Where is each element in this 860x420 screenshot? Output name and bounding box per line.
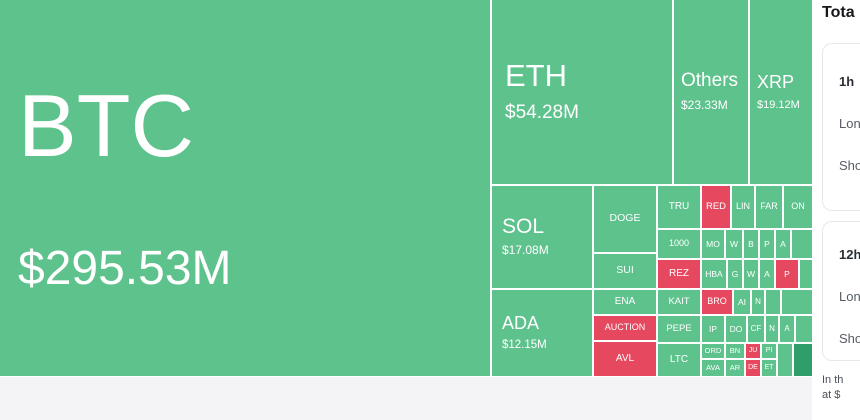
treemap-cell-mo[interactable]: MO	[702, 230, 724, 258]
treemap-cell-btc[interactable]: BTC $295.53M	[0, 0, 490, 376]
treemap-cell-blank[interactable]	[800, 260, 812, 288]
panel-title: Tota	[822, 4, 855, 21]
treemap-cell-a[interactable]: A	[776, 230, 790, 258]
treemap-cell-doge[interactable]: DOGE	[594, 186, 656, 252]
panel-note: In th at $	[822, 373, 860, 403]
treemap-cell-ar[interactable]: AR	[726, 360, 744, 376]
treemap-cell-ava[interactable]: AVA	[702, 360, 724, 376]
treemap-cell-auction[interactable]: AUCTION	[594, 316, 656, 340]
treemap-cell-on[interactable]: ON	[784, 186, 812, 228]
treemap-cell-sol[interactable]: SOL $17.08M	[492, 186, 592, 288]
treemap-cell-avl[interactable]: AVL	[594, 342, 656, 376]
treemap-cell-a[interactable]: A	[780, 316, 794, 342]
treemap-cell-pepe[interactable]: PEPE	[658, 316, 700, 342]
treemap-cell-rez[interactable]: REZ	[658, 260, 700, 288]
treemap-cell-sui[interactable]: SUI	[594, 254, 656, 288]
short-label: Sho	[839, 331, 860, 346]
treemap-cell-ai[interactable]: AI	[734, 290, 750, 314]
treemap-cell-others[interactable]: Others $23.33M	[674, 0, 748, 184]
treemap-cell-bn[interactable]: BN	[726, 344, 744, 358]
treemap-cell-w[interactable]: W	[744, 260, 758, 288]
treemap-cell-blank[interactable]	[778, 344, 792, 376]
treemap-cell-b[interactable]: B	[744, 230, 758, 258]
period-label-1h: 1h	[839, 74, 855, 89]
treemap-cell-1000[interactable]: 1000	[658, 230, 700, 258]
treemap-cell-blank[interactable]	[782, 290, 812, 314]
treemap-cell-bro[interactable]: BRO	[702, 290, 732, 314]
treemap-cell-n[interactable]: N	[752, 290, 764, 314]
treemap-cell-n[interactable]: N	[766, 316, 778, 342]
long-label: Lon	[839, 289, 860, 304]
treemap-cell-de[interactable]: DE	[746, 360, 760, 376]
short-label: Sho	[839, 158, 860, 173]
treemap-cell-cf[interactable]: CF	[748, 316, 764, 342]
bottom-strip	[0, 377, 812, 420]
long-label: Lon	[839, 116, 860, 131]
treemap-cell-ord[interactable]: ORD	[702, 344, 724, 358]
treemap-cell-kait[interactable]: KAIT	[658, 290, 700, 314]
treemap-cell-ip[interactable]: IP	[702, 316, 724, 342]
treemap-cell-xrp[interactable]: XRP $19.12M	[750, 0, 812, 184]
treemap-cell-blank[interactable]	[796, 316, 812, 342]
treemap-cell-eth[interactable]: ETH $54.28M	[492, 0, 672, 184]
treemap-cell-blank[interactable]	[766, 290, 780, 314]
treemap-cell-g[interactable]: G	[728, 260, 742, 288]
note-line-2: at $	[822, 389, 841, 401]
liquidation-summary-panel: Tota 1h Lon Sho 12h Lon Sho In th at $	[820, 0, 860, 420]
treemap-cell-a[interactable]: A	[760, 260, 774, 288]
treemap-cell-blank[interactable]	[792, 230, 812, 258]
treemap-cell-blank[interactable]	[794, 344, 812, 376]
note-line-1: In th	[822, 374, 844, 386]
treemap-cell-p[interactable]: P	[760, 230, 774, 258]
treemap-cell-ju[interactable]: JU	[746, 344, 760, 358]
summary-card-12h: 12h Lon Sho	[822, 221, 860, 361]
treemap-cell-lin[interactable]: LIN	[732, 186, 754, 228]
treemap-cell-ena[interactable]: ENA	[594, 290, 656, 314]
treemap-cell-ltc[interactable]: LTC	[658, 344, 700, 376]
period-label-12h: 12h	[839, 247, 860, 262]
treemap-cell-p[interactable]: P	[776, 260, 798, 288]
treemap-cell-do[interactable]: DO	[726, 316, 746, 342]
treemap-cell-red[interactable]: RED	[702, 186, 730, 228]
treemap-cell-hba[interactable]: HBA	[702, 260, 726, 288]
treemap-cell-pi[interactable]: PI	[762, 344, 776, 358]
treemap-cell-w[interactable]: W	[726, 230, 742, 258]
treemap-cell-et[interactable]: ET	[762, 360, 776, 376]
liquidation-treemap: BTC $295.53M ETH $54.28M Others $23.33M XRP $19…	[0, 0, 812, 376]
treemap-cell-tru[interactable]: TRU	[658, 186, 700, 228]
treemap-cell-far[interactable]: FAR	[756, 186, 782, 228]
treemap-cell-ada[interactable]: ADA $12.15M	[492, 290, 592, 376]
summary-card-1h: 1h Lon Sho	[822, 43, 860, 211]
